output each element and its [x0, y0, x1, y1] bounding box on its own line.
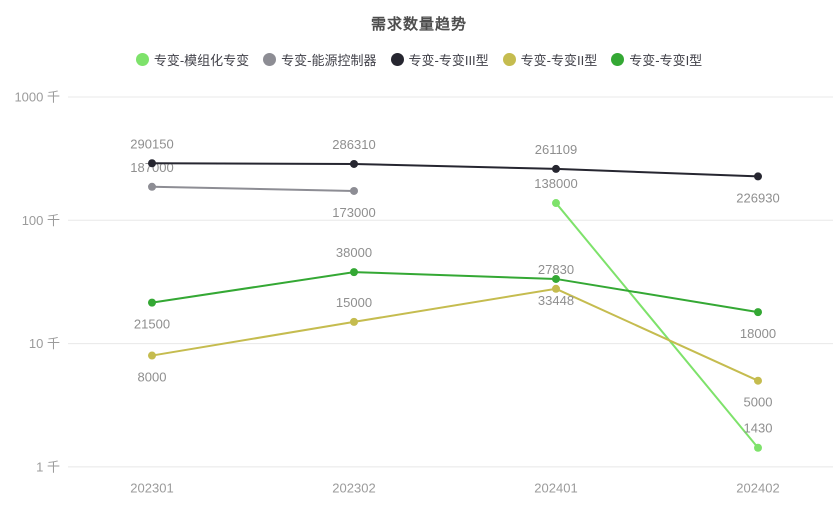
legend-circle-icon: [611, 52, 625, 66]
legend-item-4[interactable]: 专变-专变I型: [611, 50, 702, 68]
data-point[interactable]: [350, 268, 358, 277]
data-point[interactable]: [754, 376, 762, 385]
series-line-3: [151, 287, 759, 382]
x-tick-label: 202302: [332, 481, 375, 496]
data-point[interactable]: [148, 159, 156, 168]
series-line-1: [151, 185, 355, 192]
data-label: 15000: [336, 295, 372, 310]
legend-item-label: 专变-模组化专变: [153, 52, 250, 68]
series-line-4: [151, 271, 759, 314]
y-tick-label: 10 千: [29, 336, 60, 351]
legend-item-label: 专变-专变III型: [408, 52, 489, 68]
data-point[interactable]: [350, 159, 358, 168]
legend-circle-icon: [390, 52, 404, 66]
legend-item-3[interactable]: 专变-专变II型: [502, 50, 598, 68]
legend-item-label: 专变-能源控制器: [281, 52, 377, 68]
x-tick-label: 202401: [534, 481, 577, 496]
data-point[interactable]: [148, 298, 156, 307]
legend-item-1[interactable]: 专变-能源控制器: [263, 50, 377, 68]
data-label: 5000: [744, 395, 773, 410]
x-tick-label: 202402: [736, 481, 779, 496]
data-point[interactable]: [148, 182, 156, 191]
legend-item-label: 专变-专变II型: [520, 52, 598, 68]
series-line-2: [151, 162, 759, 178]
legend-item-label: 专变-专变I型: [629, 52, 703, 68]
data-label: 1430: [744, 421, 773, 436]
data-point[interactable]: [350, 186, 358, 195]
chart-title: 需求数量趋势: [370, 16, 467, 33]
data-point[interactable]: [552, 284, 560, 293]
data-point[interactable]: [754, 443, 762, 452]
data-label: 18000: [740, 326, 776, 341]
series-line-0: [555, 202, 759, 449]
data-label: 33448: [538, 293, 574, 308]
y-tick-label: 1000 千: [14, 90, 60, 105]
legend-item-0[interactable]: 专变-模组化专变: [135, 50, 250, 68]
legend-circle-icon: [502, 52, 516, 66]
data-point[interactable]: [552, 199, 560, 208]
data-label: 261109: [535, 142, 577, 157]
data-point[interactable]: [350, 317, 358, 326]
legend: 专变-模组化专变 专变-能源控制器 专变-专变III型 专变-专变II型 专变-专变I型: [0, 50, 838, 68]
data-point[interactable]: [754, 172, 762, 181]
data-point[interactable]: [552, 164, 560, 173]
y-tick-label: 100 千: [22, 213, 60, 228]
legend-circle-icon: [135, 52, 149, 66]
y-tick-label: 1 千: [36, 459, 60, 474]
data-point[interactable]: [754, 308, 762, 317]
data-label: 138000: [534, 176, 577, 191]
data-label: 27830: [538, 262, 574, 277]
data-label: 286310: [332, 137, 375, 152]
legend-circle-icon: [263, 52, 277, 66]
legend-item-2[interactable]: 专变-专变III型: [390, 50, 489, 68]
data-label: 290150: [130, 136, 173, 151]
data-label: 173000: [332, 205, 375, 220]
data-label: 38000: [336, 245, 372, 260]
data-label: 226930: [736, 190, 779, 205]
data-label: 21500: [134, 317, 170, 332]
data-point[interactable]: [148, 351, 156, 360]
x-tick-label: 202301: [130, 481, 173, 496]
data-point[interactable]: [552, 274, 560, 283]
data-label: 8000: [138, 370, 167, 385]
